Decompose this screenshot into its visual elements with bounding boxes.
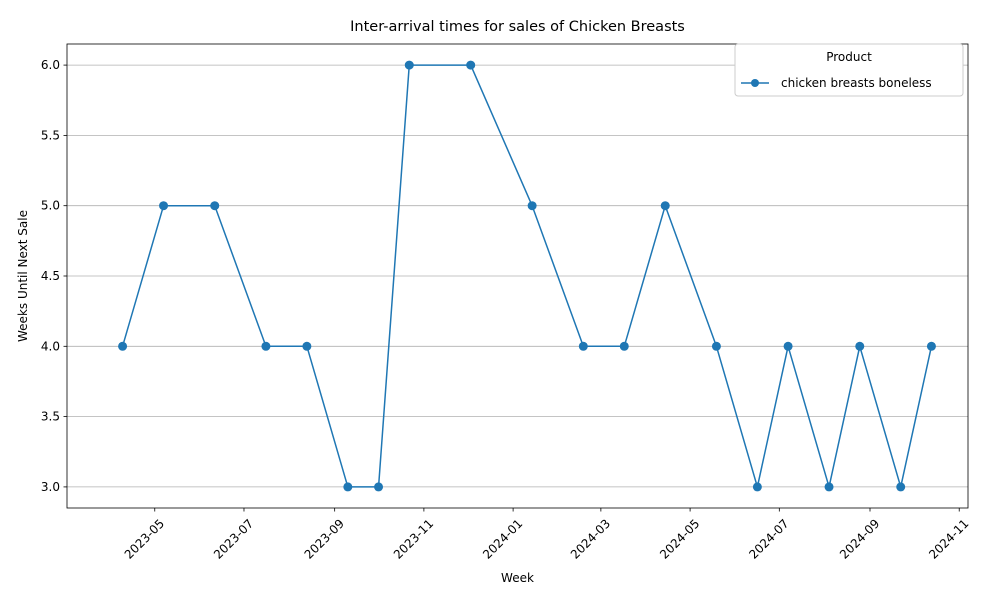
- data-point: [159, 201, 169, 211]
- data-point: [527, 201, 537, 211]
- data-point: [926, 341, 936, 351]
- data-point: [855, 341, 865, 351]
- data-point: [343, 482, 353, 492]
- data-point: [302, 341, 312, 351]
- legend-marker-icon: [751, 79, 759, 87]
- data-point: [118, 341, 128, 351]
- data-point: [578, 341, 588, 351]
- chart-title: Inter-arrival times for sales of Chicken…: [350, 19, 685, 35]
- data-point: [660, 201, 670, 211]
- legend: Product chicken breasts boneless: [734, 43, 964, 97]
- y-tick-label: 4.0: [41, 339, 60, 353]
- y-tick-label: 5.5: [41, 128, 60, 142]
- data-point: [404, 60, 414, 70]
- data-point: [752, 482, 762, 492]
- data-point: [261, 341, 271, 351]
- series-line: [121, 64, 933, 488]
- data-point: [466, 60, 476, 70]
- data-point: [711, 341, 721, 351]
- legend-series-label: chicken breasts boneless: [781, 76, 932, 90]
- data-point: [824, 482, 834, 492]
- y-tick-label: 3.5: [41, 410, 60, 424]
- data-point: [210, 201, 220, 211]
- legend-title: Product: [826, 50, 872, 64]
- data-point: [783, 341, 793, 351]
- data-point: [374, 482, 384, 492]
- legend-box: [734, 43, 964, 97]
- y-tick-label: 3.0: [41, 480, 60, 494]
- series-layer: [118, 60, 936, 492]
- y-axis: 3.0 3.5 4.0 4.5 5.0 5.5 6.0: [41, 58, 67, 494]
- data-point: [896, 482, 906, 492]
- data-point: [619, 341, 629, 351]
- y-tick-label: 5.0: [41, 199, 60, 213]
- y-axis-label: Weeks Until Next Sale: [16, 210, 30, 342]
- y-tick-label: 6.0: [41, 58, 60, 72]
- y-tick-label: 4.5: [41, 269, 60, 283]
- x-axis-label: Week: [501, 571, 534, 585]
